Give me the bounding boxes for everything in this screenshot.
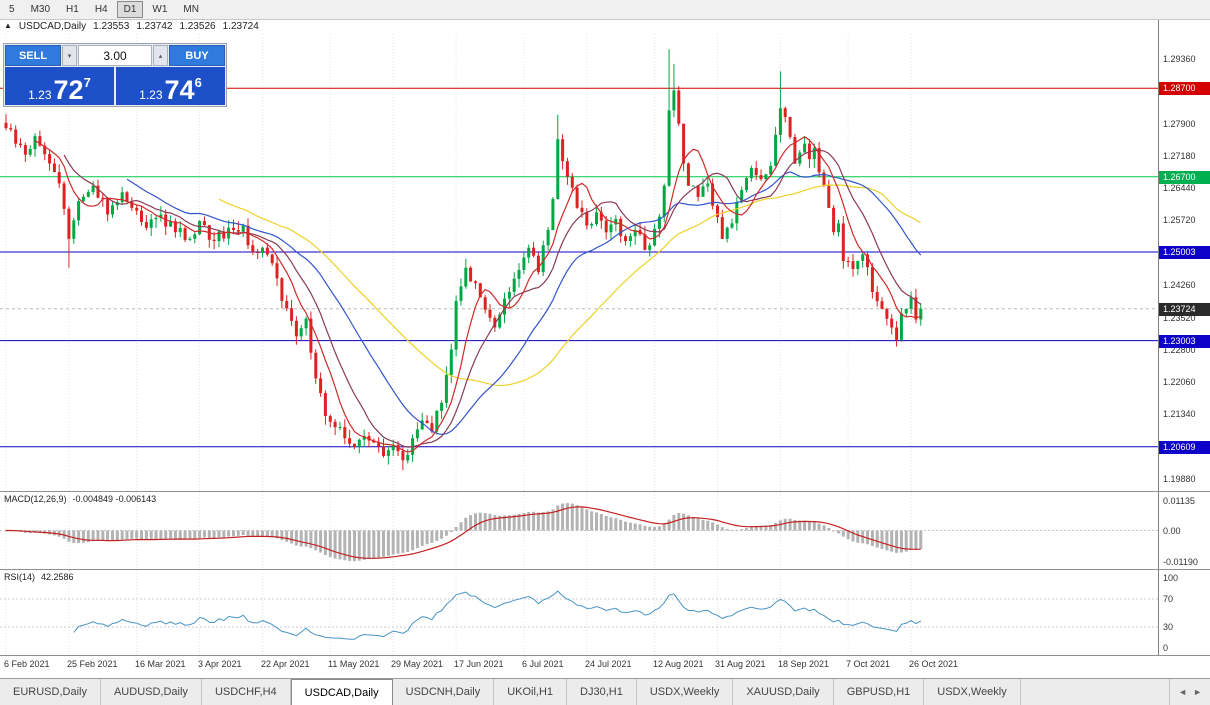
chart-tab-usdcnh-daily[interactable]: USDCNH,Daily (392, 679, 495, 705)
macd-chart-canvas[interactable] (0, 492, 1158, 569)
chart-tab-dj30-h1[interactable]: DJ30,H1 (567, 679, 637, 705)
timeframe-button-m30[interactable]: M30 (24, 1, 57, 18)
price-axis-label: 1.25720 (1163, 215, 1196, 225)
rsi-panel: RSI(14) 42.2586 100 70 30 0 (0, 570, 1210, 656)
chart-tab-usdchf-h4[interactable]: USDCHF,H4 (201, 679, 291, 705)
price-axis-label: 1.22800 (1163, 345, 1196, 355)
price-line-badge: 1.25003 (1159, 246, 1210, 259)
macd-label: MACD(12,26,9) (4, 494, 67, 504)
tab-scroll-controls: ◄ ► (1169, 679, 1210, 705)
price-axis-label: 1.26440 (1163, 183, 1196, 193)
rsi-axis-label: 30 (1163, 622, 1174, 632)
sell-button[interactable]: SELL (5, 45, 61, 66)
date-axis-label: 6 Feb 2021 (4, 659, 50, 669)
timeframe-button-h4[interactable]: H4 (88, 1, 115, 18)
main-chart-panel: ▲ USDCAD,Daily 1.23553 1.23742 1.23526 1… (0, 20, 1210, 492)
price-axis-label: 1.22060 (1163, 377, 1196, 387)
date-axis-label: 6 Jul 2021 (522, 659, 564, 669)
collapse-icon[interactable]: ▲ (4, 21, 12, 30)
rsi-axis-label: 70 (1163, 594, 1174, 604)
chart-tab-usdx-weekly[interactable]: USDX,Weekly (636, 679, 734, 705)
macd-axis-label: -0.01190 (1163, 557, 1198, 567)
sell-price-big: 72 (53, 75, 84, 105)
price-line-badge: 1.23003 (1159, 335, 1210, 348)
one-click-trading-panel: SELL ▾ 3.00 ▴ BUY 1.23 72 7 1.23 74 6 (3, 43, 227, 107)
buy-price-big: 74 (164, 75, 195, 105)
sell-price-pip: 7 (83, 75, 91, 90)
date-axis-label: 22 Apr 2021 (261, 659, 310, 669)
rsi-axis-label: 100 (1163, 573, 1179, 583)
volume-up-button[interactable]: ▴ (153, 45, 168, 66)
macd-panel: MACD(12,26,9) -0.004849 -0.006143 0.0113… (0, 492, 1210, 570)
chart-tab-ukoil-h1[interactable]: UKOil,H1 (494, 679, 568, 705)
price-axis-label: 1.19880 (1163, 474, 1196, 484)
rsi-chart-canvas[interactable] (0, 570, 1158, 655)
date-axis-label: 11 May 2021 (328, 659, 380, 669)
chart-symbol: USDCAD,Daily (18, 21, 87, 32)
macd-values: -0.004849 -0.006143 (72, 494, 157, 504)
chart-tab-usdcad-daily[interactable]: USDCAD,Daily (290, 679, 393, 705)
price-line-badge: 1.23724 (1159, 303, 1210, 316)
price-axis-label: 1.29360 (1163, 54, 1196, 64)
volume-down-button[interactable]: ▾ (62, 45, 77, 66)
chart-tab-audusd-daily[interactable]: AUDUSD,Daily (100, 679, 202, 705)
price-axis-label: 1.27180 (1163, 151, 1196, 161)
rsi-value: 42.2586 (41, 572, 74, 582)
chart-tab-eurusd-daily[interactable]: EURUSD,Daily (0, 679, 101, 705)
chart-tab-bar: EURUSD,Daily AUDUSD,Daily USDCHF,H4 USDCAD,… (0, 678, 1210, 705)
macd-axis-label: 0.00 (1163, 526, 1181, 536)
chart-tab-usdx-weekly[interactable]: USDX,Weekly (924, 679, 1021, 705)
timeframe-button-5[interactable]: 5 (2, 1, 22, 18)
price-line-badge: 1.20609 (1159, 441, 1210, 454)
ohlc-close: 1.23724 (222, 21, 259, 32)
price-line-badge: 1.26700 (1159, 171, 1210, 184)
timeframe-button-d1[interactable]: D1 (116, 1, 144, 18)
macd-axis-label: 0.01135 (1163, 496, 1195, 506)
timeframe-button-h1[interactable]: H1 (59, 1, 86, 18)
date-axis-label: 3 Apr 2021 (198, 659, 242, 669)
price-axis-label: 1.24260 (1163, 280, 1196, 290)
buy-price-pip: 6 (194, 75, 202, 90)
price-line-badge: 1.28700 (1159, 82, 1210, 95)
ohlc-low: 1.23526 (179, 21, 216, 32)
sell-price-prefix: 1.23 (28, 88, 52, 102)
date-axis-label: 12 Aug 2021 (653, 659, 704, 669)
macd-axis: 0.01135 0.00 -0.01190 (1158, 492, 1210, 569)
date-axis-label: 25 Feb 2021 (67, 659, 118, 669)
buy-button[interactable]: BUY (169, 45, 225, 66)
date-axis-label: 17 Jun 2021 (454, 659, 504, 669)
rsi-axis-label: 0 (1163, 643, 1169, 653)
date-axis-label: 31 Aug 2021 (715, 659, 766, 669)
date-axis-label: 26 Oct 2021 (909, 659, 959, 669)
price-axis-label: 1.21340 (1163, 409, 1196, 419)
date-axis-label: 29 May 2021 (391, 659, 444, 669)
buy-price-display[interactable]: 1.23 74 6 (116, 67, 225, 105)
tab-scroll-right-icon[interactable]: ► (1193, 687, 1202, 697)
date-axis-label: 16 Mar 2021 (135, 659, 186, 669)
chart-tab-gbpusd-h1[interactable]: GBPUSD,H1 (833, 679, 925, 705)
tab-scroll-left-icon[interactable]: ◄ (1178, 687, 1188, 697)
date-axis-label: 18 Sep 2021 (778, 659, 830, 669)
date-axis-label: 7 Oct 2021 (846, 659, 891, 669)
date-axis: 6 Feb 2021 25 Feb 2021 16 Mar 2021 3 Apr 20… (0, 656, 1210, 678)
rsi-axis: 100 70 30 0 (1158, 570, 1210, 655)
chart-tab-xauusd-daily[interactable]: XAUUSD,Daily (733, 679, 834, 705)
timeframe-button-mn[interactable]: MN (176, 1, 206, 18)
date-axis-label: 24 Jul 2021 (585, 659, 632, 669)
sell-price-display[interactable]: 1.23 72 7 (5, 67, 114, 105)
chart-title: ▲ USDCAD,Daily 1.23553 1.23742 1.23526 1… (4, 21, 259, 32)
volume-input[interactable]: 3.00 (78, 45, 152, 66)
rsi-label: RSI(14) (4, 572, 36, 582)
buy-price-prefix: 1.23 (139, 88, 163, 102)
timeframe-button-w1[interactable]: W1 (145, 1, 174, 18)
timeframe-toolbar: 5 M30 H1 H4 D1 W1 MN (0, 0, 1210, 20)
price-axis: 1.29360 1.27900 1.27180 1.26440 1.25720 1.242… (1158, 20, 1210, 491)
price-axis-label: 1.27900 (1163, 119, 1196, 129)
ohlc-open: 1.23553 (93, 21, 130, 32)
ohlc-high: 1.23742 (136, 21, 173, 32)
price-axis-label: 1.23520 (1163, 313, 1196, 323)
